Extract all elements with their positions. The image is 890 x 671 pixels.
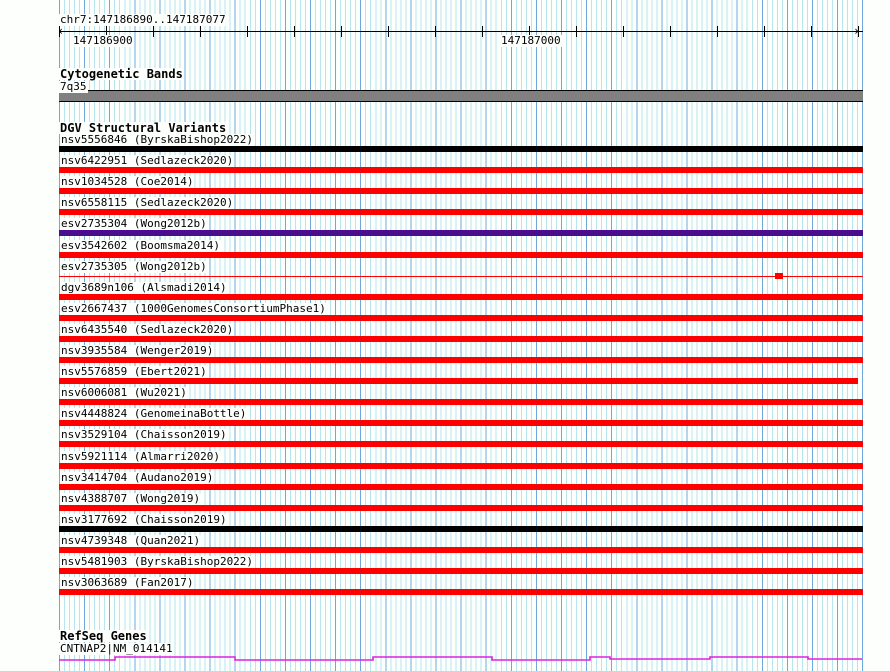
ruler-tick [153, 26, 154, 37]
ruler-tick [576, 26, 577, 37]
dgv-variant-label[interactable]: nsv3177692 (Chaisson2019) [60, 513, 228, 526]
dgv-variant-label[interactable]: nsv1034528 (Coe2014) [60, 175, 195, 188]
dgv-variant-label[interactable]: nsv5481903 (ByrskaBishop2022) [60, 555, 255, 568]
cytoband-label-7q35[interactable]: 7q35 [59, 80, 88, 93]
ruler-tick [670, 26, 671, 37]
dgv-variant-label[interactable]: nsv6558115 (Sedlazeck2020) [60, 196, 235, 209]
right-margin [863, 0, 890, 671]
ruler-tick [482, 26, 483, 37]
ruler-tick [858, 26, 859, 37]
ruler-tick [341, 26, 342, 37]
ruler-tick [811, 26, 812, 37]
ruler-tick-label: 147187000 [500, 34, 562, 47]
dgv-variant-label[interactable]: nsv4388707 (Wong2019) [60, 492, 202, 505]
gene-label-cntnap2[interactable]: CNTNAP2|NM_014141 [59, 642, 174, 655]
dgv-variant-label[interactable]: esv2735304 (Wong2012b) [60, 217, 208, 230]
left-margin [0, 0, 59, 671]
dgv-variant-label[interactable]: dgv3689n106 (Alsmadi2014) [60, 281, 228, 294]
ruler-tick [59, 26, 60, 37]
locus-label: chr7:147186890..147187077 [59, 13, 227, 26]
dgv-variant-label[interactable]: esv2735305 (Wong2012b) [60, 260, 208, 273]
ruler-tick [717, 26, 718, 37]
ruler-axis-line [59, 31, 863, 32]
dgv-variant-label[interactable]: nsv4739348 (Quan2021) [60, 534, 202, 547]
ruler-tick [388, 26, 389, 37]
dgv-variant-label[interactable]: nsv6006081 (Wu2021) [60, 386, 188, 399]
dgv-variant-label[interactable]: nsv5556846 (ByrskaBishop2022) [60, 133, 255, 146]
track-title-refseq-genes: RefSeq Genes [59, 629, 148, 643]
ruler-right-arrow-icon[interactable]: › [853, 24, 861, 38]
dgv-variant-label[interactable]: nsv3063689 (Fan2017) [60, 576, 195, 589]
dgv-variant-label[interactable]: nsv5921114 (Almarri2020) [60, 450, 221, 463]
dgv-variant-label[interactable]: esv3542602 (Boomsma2014) [60, 239, 221, 252]
dgv-variant-label[interactable]: nsv3935584 (Wenger2019) [60, 344, 215, 357]
ruler-tick [764, 26, 765, 37]
dgv-variant-label[interactable]: nsv3529104 (Chaisson2019) [60, 428, 228, 441]
ruler-tick [623, 26, 624, 37]
dgv-variant-label[interactable]: nsv6435540 (Sedlazeck2020) [60, 323, 235, 336]
dgv-variant-label[interactable]: nsv5576859 (Ebert2021) [60, 365, 208, 378]
dgv-variant-label[interactable]: nsv4448824 (GenomeinaBottle) [60, 407, 248, 420]
dgv-variant-label[interactable]: nsv6422951 (Sedlazeck2020) [60, 154, 235, 167]
ruler-tick-label: 147186900 [72, 34, 134, 47]
ruler-tick [247, 26, 248, 37]
track-title-cytogenetic-bands: Cytogenetic Bands [59, 67, 184, 81]
ruler-tick [294, 26, 295, 37]
dgv-variant-label[interactable]: esv2667437 (1000GenomesConsortiumPhase1) [60, 302, 327, 315]
ruler-tick [435, 26, 436, 37]
ruler-tick [200, 26, 201, 37]
dgv-variant-label[interactable]: nsv3414704 (Audano2019) [60, 471, 215, 484]
